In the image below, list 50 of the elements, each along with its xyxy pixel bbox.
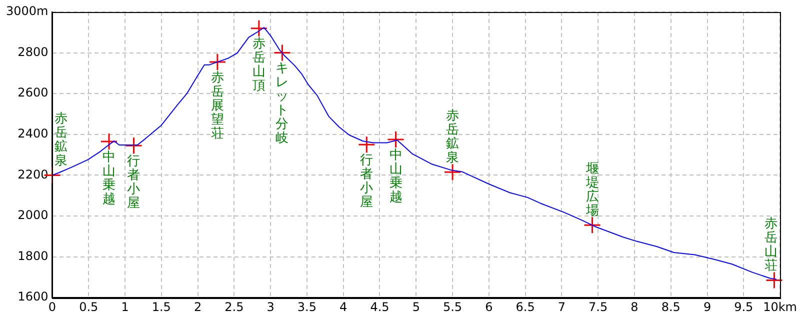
y-tick-label: 2400 — [18, 126, 48, 141]
x-tick-label: 6 — [485, 300, 493, 314]
annotation: 赤岳鉱泉 — [54, 112, 68, 169]
y-tick-label: 3000m — [6, 4, 48, 18]
point — [100, 132, 118, 150]
x-tick-label: 3 — [266, 300, 274, 314]
x-tick-label: 5.5 — [442, 300, 462, 314]
annotation: キレット分岐 — [276, 61, 289, 146]
point — [387, 130, 405, 148]
x-tick-label: 8 — [630, 300, 638, 314]
annotation: 行者小屋 — [127, 154, 140, 211]
annotation: 中山乗越 — [389, 148, 402, 205]
y-tick-label: 2800 — [18, 44, 48, 59]
point — [250, 20, 268, 38]
y-tick-label: 1600 — [18, 290, 48, 304]
annotation: 赤岳鉱泉 — [446, 108, 460, 166]
x-tick-label: 2.5 — [224, 300, 244, 314]
annotation: 赤岳山頂 — [252, 36, 266, 94]
point — [358, 136, 376, 154]
annotation: 行者小屋 — [360, 152, 374, 210]
x-tick-label: 7 — [558, 300, 566, 314]
y-tick-label: 2600 — [18, 86, 48, 100]
x-tick-label: 4.5 — [370, 300, 390, 314]
y-tick-label: 2200 — [18, 167, 48, 182]
x-tick-label: 7.5 — [588, 300, 608, 314]
x-tick-label: 9.5 — [734, 300, 754, 314]
point — [273, 44, 291, 62]
x-tick-label: 1 — [121, 300, 129, 314]
x-tick-label: 10km — [763, 300, 798, 314]
y-tick-label: 1800 — [18, 248, 48, 263]
point — [444, 163, 462, 181]
x-tick-label: 0 — [48, 300, 56, 314]
annotation: 赤岳山荘 — [764, 216, 778, 274]
x-tick-label: 9 — [703, 300, 712, 314]
x-tick-label: 1.5 — [152, 300, 171, 314]
point — [765, 272, 783, 290]
x-tick-label: 4 — [340, 300, 348, 314]
point — [208, 53, 226, 71]
x-tick-label: 8.5 — [661, 300, 680, 314]
x-tick-label: 6.5 — [516, 300, 535, 314]
x-tick-label: 5 — [412, 300, 420, 314]
annotation: 堰堤広場 — [584, 162, 599, 219]
x-tick-label: 2 — [194, 300, 202, 314]
y-tick-label: 2000 — [18, 208, 48, 222]
annotation: 中山乗越 — [102, 150, 116, 207]
x-tick-label: 0.5 — [79, 300, 98, 314]
point — [124, 136, 142, 154]
x-tick-label: 3.5 — [297, 300, 317, 314]
point — [584, 216, 602, 234]
annotation: 赤岳展望荘 — [210, 70, 224, 142]
